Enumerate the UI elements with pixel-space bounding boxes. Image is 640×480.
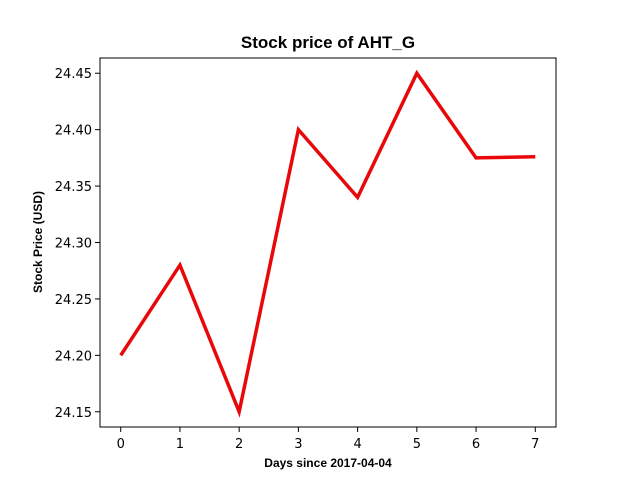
y-tick-label: 24.45 xyxy=(55,67,92,82)
plot-area xyxy=(99,57,557,428)
chart-title: Stock price of AHT_G xyxy=(241,33,415,52)
series-layer xyxy=(119,69,536,418)
series-line xyxy=(119,69,536,418)
x-tick-label: 7 xyxy=(531,437,539,452)
y-tick-label: 24.20 xyxy=(55,349,92,364)
y-tick-label: 24.40 xyxy=(55,124,92,139)
y-axis: 24.15 24.20 24.25 24.30 24.35 24.40 24.45 xyxy=(55,67,100,421)
x-axis-label: Days since 2017-04-04 xyxy=(264,456,392,470)
y-tick-label: 24.30 xyxy=(55,237,92,252)
y-tick-label: 24.25 xyxy=(55,293,92,308)
y-tick-label: 24.15 xyxy=(55,406,92,421)
x-tick-label: 5 xyxy=(413,437,421,452)
x-tick-label: 1 xyxy=(176,437,184,452)
x-tick-label: 0 xyxy=(117,437,125,452)
y-tick-label: 24.35 xyxy=(55,180,92,195)
x-tick-label: 4 xyxy=(353,437,361,452)
x-tick-label: 3 xyxy=(294,437,302,452)
y-axis-label: Stock Price (USD) xyxy=(31,191,45,293)
x-axis: 0 1 2 3 4 5 6 7 xyxy=(117,427,539,452)
x-tick-label: 6 xyxy=(472,437,480,452)
x-tick-label: 2 xyxy=(235,437,243,452)
